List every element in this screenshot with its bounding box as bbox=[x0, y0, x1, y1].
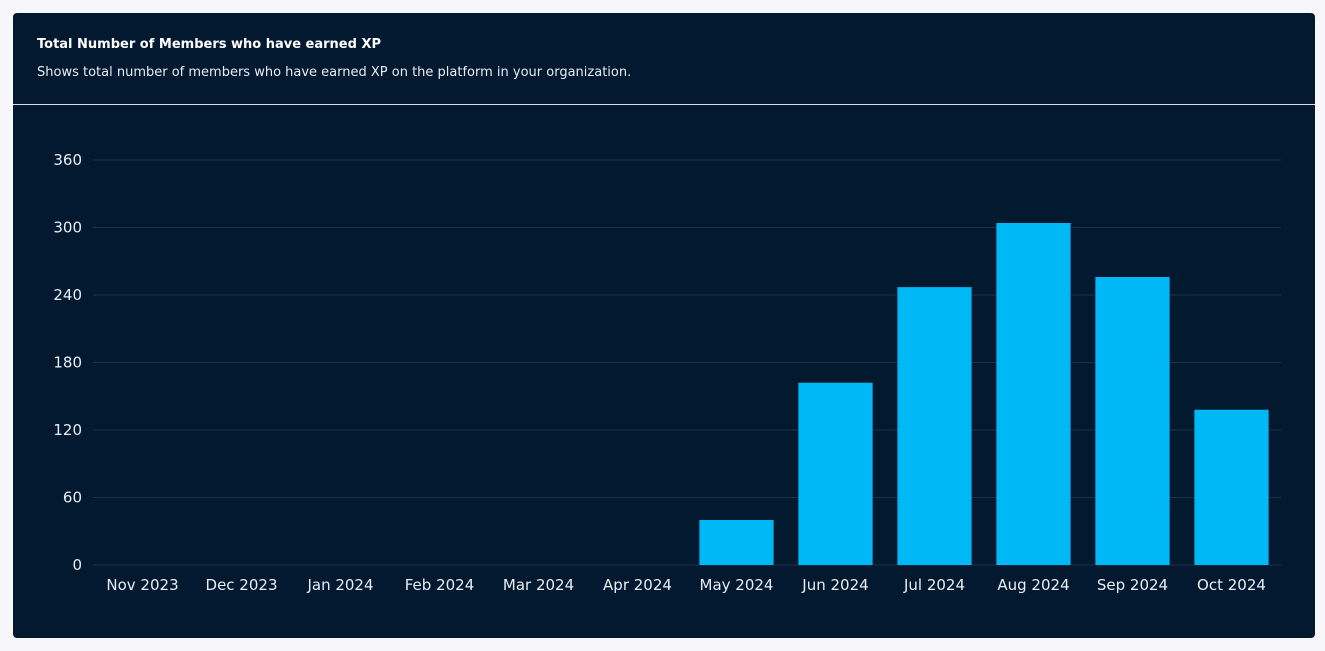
bar[interactable] bbox=[1194, 409, 1269, 565]
bar[interactable] bbox=[897, 287, 972, 565]
bar[interactable] bbox=[996, 223, 1071, 565]
bar[interactable] bbox=[699, 520, 774, 565]
bar[interactable] bbox=[1095, 277, 1170, 565]
bars bbox=[699, 223, 1269, 565]
x-tick-label: Apr 2024 bbox=[603, 576, 672, 594]
x-tick-label: Sep 2024 bbox=[1097, 576, 1168, 594]
y-tick-label: 60 bbox=[63, 489, 82, 507]
y-tick-label: 120 bbox=[53, 421, 82, 439]
y-tick-label: 300 bbox=[53, 219, 82, 237]
x-tick-label: Feb 2024 bbox=[405, 576, 475, 594]
x-tick-label: Dec 2023 bbox=[206, 576, 278, 594]
x-tick-label: Mar 2024 bbox=[503, 576, 574, 594]
x-tick-label: Jul 2024 bbox=[903, 576, 965, 594]
y-axis-ticks: 0 60 120 180 240 300 360 bbox=[53, 151, 82, 574]
bar-chart: 0 60 120 180 240 300 360 Nov 2023 Dec 2023 Jan 2… bbox=[53, 151, 1281, 594]
chart-title: Total Number of Members who have earned … bbox=[37, 37, 382, 52]
x-tick-label: Aug 2024 bbox=[997, 576, 1069, 594]
x-tick-label: Oct 2024 bbox=[1197, 576, 1266, 594]
chart-card: Total Number of Members who have earned … bbox=[13, 13, 1315, 638]
y-tick-label: 180 bbox=[53, 354, 82, 372]
grid-lines bbox=[93, 159, 1281, 566]
bar[interactable] bbox=[798, 382, 873, 565]
y-tick-label: 360 bbox=[53, 151, 82, 169]
chart-subtitle: Shows total number of members who have e… bbox=[37, 65, 632, 80]
y-tick-label: 0 bbox=[72, 556, 82, 574]
x-tick-label: Nov 2023 bbox=[106, 576, 178, 594]
card-header: Total Number of Members who have earned … bbox=[13, 13, 1315, 105]
y-tick-label: 240 bbox=[53, 286, 82, 304]
x-tick-label: Jan 2024 bbox=[306, 576, 373, 594]
x-tick-label: May 2024 bbox=[700, 576, 774, 594]
x-tick-label: Jun 2024 bbox=[801, 576, 868, 594]
x-axis-ticks: Nov 2023 Dec 2023 Jan 2024 Feb 2024 Mar 2024… bbox=[106, 576, 1266, 594]
